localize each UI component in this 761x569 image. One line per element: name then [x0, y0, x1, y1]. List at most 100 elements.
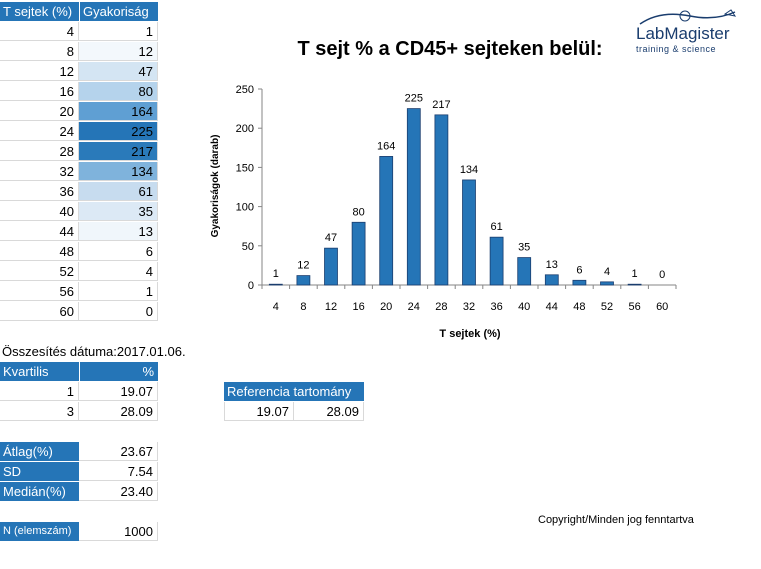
freq-row-count: 47: [79, 62, 158, 81]
data-label: 35: [518, 242, 530, 254]
y-tick-label: 200: [236, 123, 254, 135]
x-tick-label: 60: [656, 301, 668, 313]
x-tick-label: 40: [518, 301, 530, 313]
freq-row-count: 164: [79, 102, 158, 121]
x-tick-label: 16: [352, 301, 364, 313]
copyright-notice: Copyright/Minden jog fenntartva: [538, 514, 694, 526]
bar: [351, 221, 366, 286]
freq-row-count: 13: [79, 222, 158, 241]
quartile-row-1-value: 19.07: [79, 382, 158, 401]
quartile-row-1-label: 1: [0, 382, 79, 401]
freq-row-x: 56: [0, 282, 79, 301]
x-tick-label: 24: [408, 301, 420, 313]
freq-row-x: 52: [0, 262, 79, 281]
y-tick-label: 250: [236, 84, 254, 96]
stat-median-value: 23.40: [79, 482, 158, 501]
data-label: 80: [352, 206, 364, 218]
freq-row-x: 28: [0, 142, 79, 161]
freq-row-x: 24: [0, 122, 79, 141]
freq-row-count: 1: [79, 282, 158, 301]
data-label: 217: [432, 99, 450, 111]
freq-row-count: 134: [79, 162, 158, 181]
flask-icon: [639, 9, 737, 25]
freq-row-count: 225: [79, 122, 158, 141]
data-label: 134: [460, 164, 478, 176]
quartile-row-2-value: 28.09: [79, 402, 158, 421]
bar: [600, 281, 614, 286]
stat-sd-value: 7.54: [79, 462, 158, 481]
x-axis-label: T sejtek (%): [439, 328, 500, 340]
freq-row-x: 60: [0, 302, 79, 321]
quartile-header-percent: %: [79, 362, 158, 381]
y-tick-label: 0: [248, 280, 254, 292]
data-label: 0: [659, 269, 665, 281]
bar: [544, 274, 559, 286]
freq-row-x: 40: [0, 202, 79, 221]
data-label: 1: [632, 268, 638, 280]
stat-median-label: Medián(%): [0, 482, 79, 501]
reference-header: Referencia tartomány: [224, 382, 364, 401]
x-tick-label: 4: [273, 301, 279, 313]
freq-row-count: 6: [79, 242, 158, 261]
reference-high: 28.09: [294, 402, 364, 421]
freq-row-count: 217: [79, 142, 158, 161]
data-label: 1: [273, 268, 279, 280]
data-label: 12: [297, 260, 309, 272]
y-tick-label: 150: [236, 162, 254, 174]
bar: [434, 114, 449, 286]
stat-mean-value: 23.67: [79, 442, 158, 461]
x-tick-label: 36: [490, 301, 502, 313]
bar: [489, 236, 504, 286]
x-tick-label: 32: [463, 301, 475, 313]
bar: [627, 283, 642, 286]
bar: [406, 108, 421, 286]
quartile-row-2-label: 3: [0, 402, 79, 421]
freq-row-count: 80: [79, 82, 158, 101]
y-axis-label: Gyakoriságok (darab): [210, 135, 221, 238]
freq-row-x: 8: [0, 42, 79, 61]
x-tick-label: 56: [628, 301, 640, 313]
logo-tagline: training & science: [636, 44, 717, 54]
freq-row-count: 12: [79, 42, 158, 61]
stat-sd-label: SD: [0, 462, 79, 481]
x-tick-label: 48: [573, 301, 585, 313]
freq-row-x: 32: [0, 162, 79, 181]
freq-row-count: 61: [79, 182, 158, 201]
logo-name: LabMagister: [636, 24, 730, 43]
data-label: 6: [576, 264, 582, 276]
bar: [324, 247, 338, 286]
freq-row-x: 48: [0, 242, 79, 261]
x-tick-label: 20: [380, 301, 392, 313]
data-label: 13: [546, 259, 558, 271]
x-tick-label: 44: [546, 301, 558, 313]
freq-row-count: 0: [79, 302, 158, 321]
quartile-header-label: Kvartilis: [0, 362, 79, 381]
freq-row-x: 4: [0, 22, 79, 41]
freq-row-x: 12: [0, 62, 79, 81]
stat-mean-label: Átlag(%): [0, 442, 79, 461]
y-tick-label: 100: [236, 202, 254, 214]
x-tick-label: 8: [300, 301, 306, 313]
bar: [572, 279, 587, 286]
bar: [296, 275, 311, 286]
y-tick-label: 50: [242, 241, 254, 253]
freq-header-f: Gyakoriság: [79, 2, 158, 21]
freq-row-x: 16: [0, 82, 79, 101]
n-value: 1000: [79, 522, 158, 541]
chart-title: T sejt % a CD45+ sejteken belül:: [297, 38, 603, 60]
freq-row-x: 36: [0, 182, 79, 201]
data-label: 164: [377, 140, 395, 152]
freq-header-x: T sejtek (%): [0, 2, 79, 21]
reference-low: 19.07: [224, 402, 294, 421]
x-tick-label: 52: [601, 301, 613, 313]
bar: [517, 257, 532, 286]
freq-row-x: 20: [0, 102, 79, 121]
freq-row-count: 1: [79, 22, 158, 41]
bar: [268, 283, 283, 286]
data-label: 4: [604, 266, 610, 278]
n-label: N (elemszám): [0, 522, 79, 541]
summary-date: Összesítés dátuma:2017.01.06.: [2, 344, 186, 359]
x-tick-label: 12: [325, 301, 337, 313]
data-label: 225: [405, 93, 423, 105]
freq-row-x: 44: [0, 222, 79, 241]
